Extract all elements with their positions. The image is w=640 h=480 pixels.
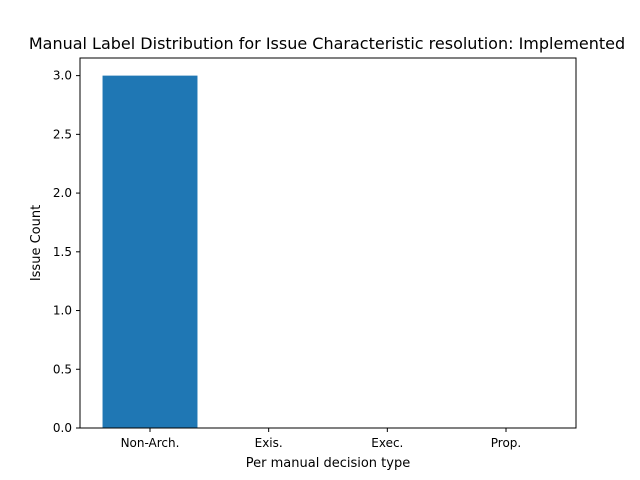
- x-tick-label: Exec.: [371, 436, 403, 450]
- chart-title: Manual Label Distribution for Issue Char…: [29, 34, 625, 53]
- y-tick-label: 1.5: [53, 245, 72, 259]
- x-tick-label: Prop.: [491, 436, 521, 450]
- x-axis-label: Per manual decision type: [246, 456, 410, 471]
- y-tick-label: 2.5: [53, 127, 72, 141]
- y-axis-label: Issue Count: [29, 205, 44, 281]
- plot-area: [102, 75, 198, 428]
- x-tick-label: Non-Arch.: [121, 436, 180, 450]
- y-axis: 0.0 0.5 1.0 1.5 2.0 2.5 3.0: [53, 69, 80, 435]
- x-axis: Non-Arch. Exis. Exec. Prop.: [121, 428, 521, 450]
- x-tick-label: Exis.: [255, 436, 283, 450]
- plot-frame: [79, 57, 577, 429]
- y-tick-label: 0.0: [53, 421, 72, 435]
- y-tick-label: 2.0: [53, 186, 72, 200]
- bar-non-arch: [102, 75, 198, 428]
- y-tick-label: 3.0: [53, 69, 72, 83]
- y-tick-label: 1.0: [53, 304, 72, 318]
- y-tick-label: 0.5: [53, 362, 72, 376]
